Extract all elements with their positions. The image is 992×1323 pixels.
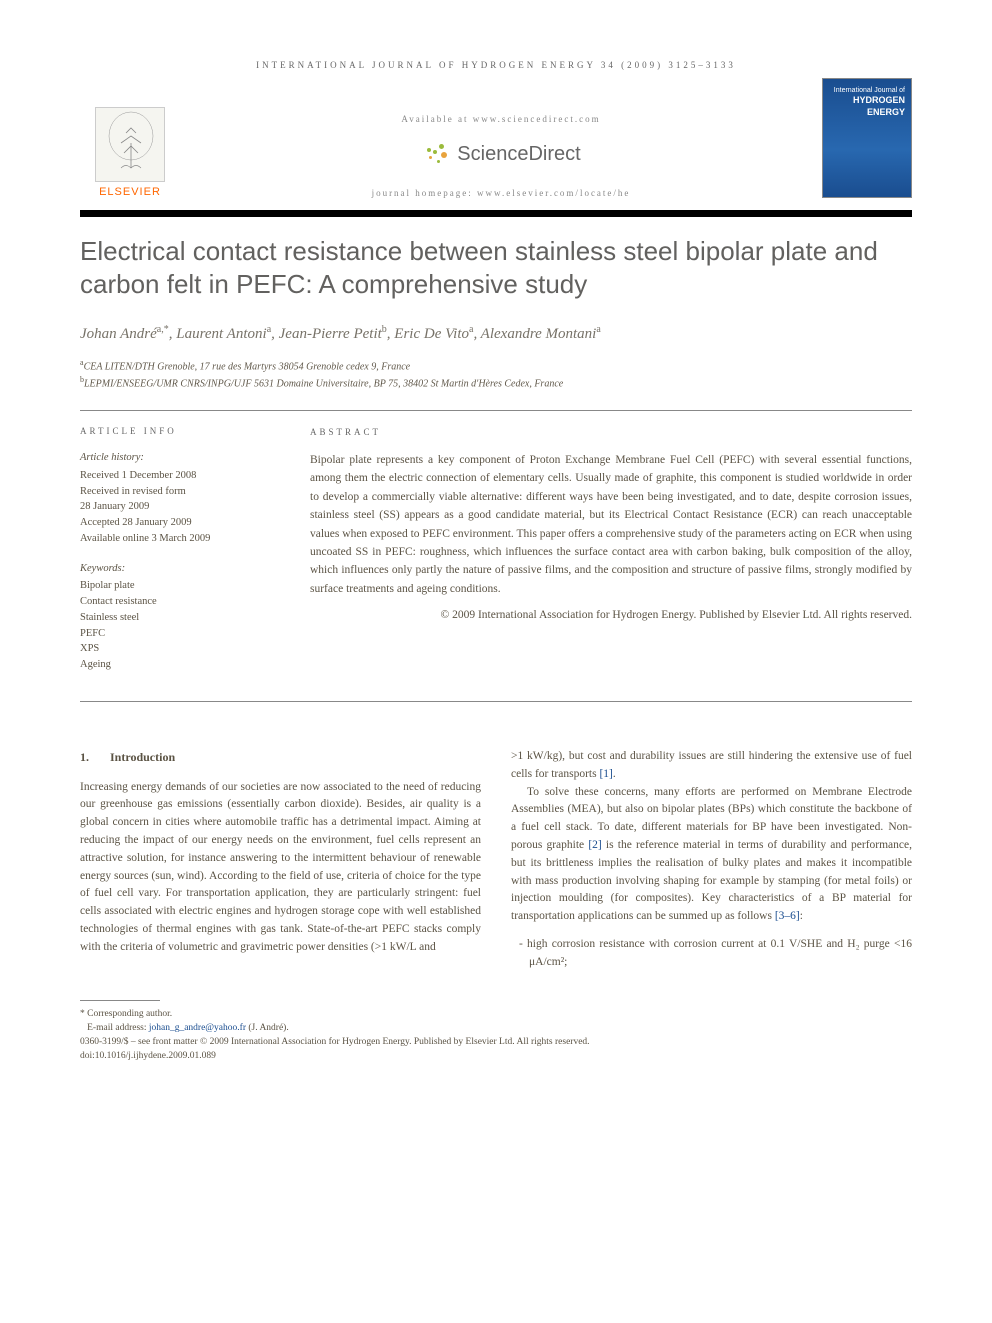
keyword: Contact resistance bbox=[80, 594, 280, 610]
history-line: Accepted 28 January 2009 bbox=[80, 515, 280, 531]
keyword: XPS bbox=[80, 641, 280, 657]
history-label: Article history: bbox=[80, 450, 280, 466]
keyword: Ageing bbox=[80, 657, 280, 673]
abstract-text: Bipolar plate represents a key component… bbox=[310, 451, 912, 598]
corresponding-author: * Corresponding author. bbox=[80, 1007, 912, 1021]
keyword: PEFC bbox=[80, 626, 280, 642]
sciencedirect-icon bbox=[421, 142, 449, 166]
article-page: INTERNATIONAL JOURNAL OF HYDROGEN ENERGY… bbox=[0, 0, 992, 1104]
journal-homepage: journal homepage: www.elsevier.com/locat… bbox=[190, 188, 812, 198]
section-number: 1. bbox=[80, 750, 89, 764]
sciencedirect-logo: ScienceDirect bbox=[421, 142, 580, 166]
abstract-heading: ABSTRACT bbox=[310, 425, 912, 439]
divider bbox=[80, 701, 912, 702]
citation-link[interactable]: [1] bbox=[599, 768, 612, 780]
history-line: Available online 3 March 2009 bbox=[80, 531, 280, 547]
keywords-label: Keywords: bbox=[80, 561, 280, 577]
body-column-left: 1. Introduction Increasing energy demand… bbox=[80, 748, 481, 972]
email-line: E-mail address: johan_g_andre@yahoo.fr (… bbox=[80, 1021, 912, 1035]
body-paragraph: Increasing energy demands of our societi… bbox=[80, 779, 481, 957]
abstract-copyright: © 2009 International Association for Hyd… bbox=[310, 606, 912, 624]
elsevier-tree-icon bbox=[95, 107, 165, 182]
history-line: Received in revised form bbox=[80, 484, 280, 500]
section-heading: 1. Introduction bbox=[80, 748, 481, 767]
author-list: Johan Andréa,*, Laurent Antonia, Jean-Pi… bbox=[80, 324, 912, 343]
copyright-line: 0360-3199/$ – see front matter © 2009 In… bbox=[80, 1035, 912, 1049]
article-history: Article history: Received 1 December 200… bbox=[80, 450, 280, 547]
divider bbox=[80, 410, 912, 411]
journal-reference: INTERNATIONAL JOURNAL OF HYDROGEN ENERGY… bbox=[80, 60, 912, 70]
top-banner: ELSEVIER Available at www.sciencedirect.… bbox=[80, 78, 912, 210]
available-at: Available at www.sciencedirect.com bbox=[190, 114, 812, 124]
elsevier-wordmark: ELSEVIER bbox=[99, 186, 161, 198]
journal-cover-thumbnail: International Journal ofHYDROGENENERGY bbox=[822, 78, 912, 198]
article-info-column: ARTICLE INFO Article history: Received 1… bbox=[80, 425, 280, 687]
section-title: Introduction bbox=[110, 750, 175, 764]
citation-link[interactable]: [2] bbox=[588, 839, 601, 851]
citation-link[interactable]: [3–6] bbox=[775, 910, 800, 922]
center-header-block: Available at www.sciencedirect.com Scien… bbox=[180, 94, 822, 198]
info-abstract-row: ARTICLE INFO Article history: Received 1… bbox=[80, 425, 912, 687]
bullet-item: - high corrosion resistance with corrosi… bbox=[511, 936, 912, 972]
affiliation: bLEPMI/ENSEEG/UMR CNRS/INPG/UJF 5631 Dom… bbox=[80, 374, 912, 391]
affiliations: aCEA LITEN/DTH Grenoble, 17 rue des Mart… bbox=[80, 357, 912, 392]
article-title: Electrical contact resistance between st… bbox=[80, 235, 912, 300]
history-line: Received 1 December 2008 bbox=[80, 468, 280, 484]
body-columns: 1. Introduction Increasing energy demand… bbox=[80, 748, 912, 972]
title-rule bbox=[80, 210, 912, 217]
body-paragraph: To solve these concerns, many efforts ar… bbox=[511, 784, 912, 927]
abstract-column: ABSTRACT Bipolar plate represents a key … bbox=[310, 425, 912, 687]
elsevier-logo: ELSEVIER bbox=[80, 88, 180, 198]
body-column-right: >1 kW/kg), but cost and durability issue… bbox=[511, 748, 912, 972]
keywords-block: Keywords: Bipolar plateContact resistanc… bbox=[80, 561, 280, 673]
keyword: Bipolar plate bbox=[80, 578, 280, 594]
footer-notes: * Corresponding author. E-mail address: … bbox=[80, 1007, 912, 1064]
footer-rule bbox=[80, 1000, 160, 1001]
doi-line: doi:10.1016/j.ijhydene.2009.01.089 bbox=[80, 1049, 912, 1063]
affiliation: aCEA LITEN/DTH Grenoble, 17 rue des Mart… bbox=[80, 357, 912, 374]
keyword: Stainless steel bbox=[80, 610, 280, 626]
author-email[interactable]: johan_g_andre@yahoo.fr bbox=[149, 1023, 246, 1033]
cover-title: International Journal ofHYDROGENENERGY bbox=[834, 87, 905, 118]
history-line: 28 January 2009 bbox=[80, 499, 280, 515]
body-paragraph: >1 kW/kg), but cost and durability issue… bbox=[511, 748, 912, 784]
sciencedirect-text: ScienceDirect bbox=[457, 143, 580, 166]
header-bar: INTERNATIONAL JOURNAL OF HYDROGEN ENERGY… bbox=[80, 60, 912, 70]
article-info-heading: ARTICLE INFO bbox=[80, 425, 280, 439]
